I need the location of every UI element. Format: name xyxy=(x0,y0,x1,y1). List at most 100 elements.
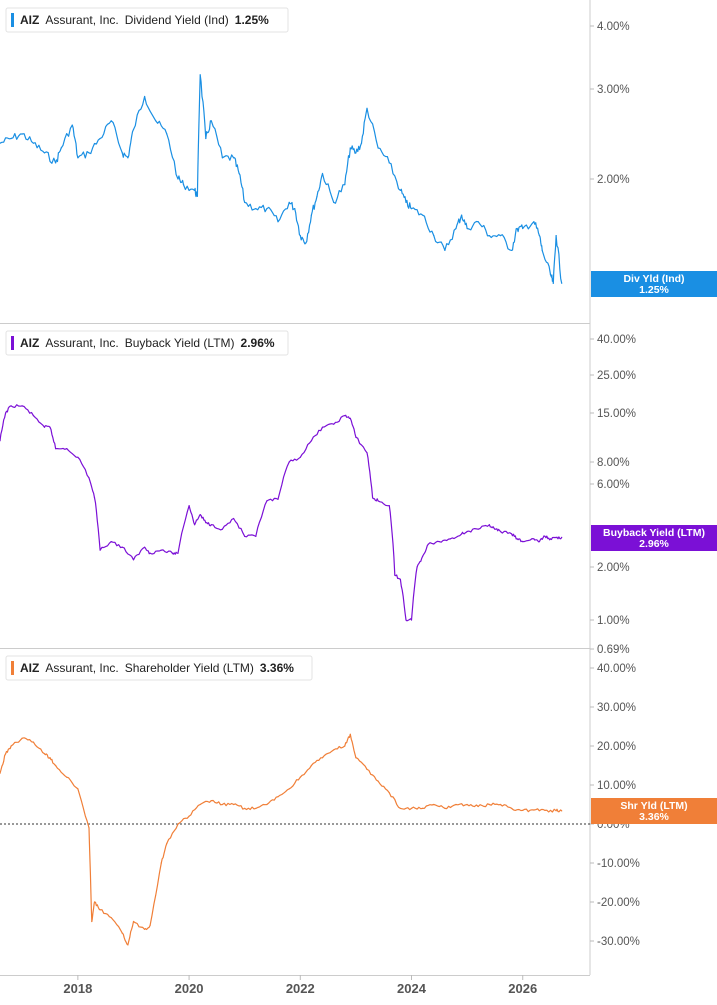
data-point xyxy=(511,807,513,810)
data-point xyxy=(461,533,463,535)
legend-ticker: AIZ xyxy=(20,661,39,675)
data-point xyxy=(399,189,401,191)
data-point xyxy=(522,541,524,543)
legend-value: 3.36% xyxy=(260,661,294,675)
data-point xyxy=(310,764,312,767)
data-point xyxy=(205,137,207,140)
data-point xyxy=(455,803,457,806)
data-point xyxy=(91,920,93,923)
y-tick-label: 3.00% xyxy=(597,84,630,96)
legend-metric: Shareholder Yield (LTM) xyxy=(125,661,254,675)
data-point xyxy=(277,498,279,500)
legend-label: AIZ Assurant, Inc. Shareholder Yield (LTM)… xyxy=(20,661,294,675)
data-point xyxy=(533,221,535,223)
buyback-yield-panel: 40.00% 25.00% 15.00% 8.00% 6.00% 2.00% 1.00% AI… xyxy=(0,330,717,656)
y-tick-label: 20.00% xyxy=(597,741,636,753)
data-point xyxy=(277,221,279,223)
data-point xyxy=(377,147,379,149)
data-point xyxy=(21,405,23,407)
data-point xyxy=(294,208,296,210)
data-point xyxy=(210,800,212,802)
data-point xyxy=(333,201,335,203)
data-point xyxy=(366,452,368,454)
data-point xyxy=(43,753,46,755)
data-point xyxy=(244,201,246,203)
data-point xyxy=(310,440,312,442)
data-point xyxy=(144,95,146,98)
data-point xyxy=(466,227,468,230)
data-point xyxy=(0,142,1,144)
data-point xyxy=(182,184,185,186)
y-tick-label: 40.00% xyxy=(597,663,636,675)
data-point xyxy=(210,120,212,122)
data-point xyxy=(321,426,324,428)
data-point xyxy=(377,780,379,782)
data-point xyxy=(199,803,201,806)
data-point xyxy=(466,803,468,806)
data-point xyxy=(288,461,290,463)
legend-box xyxy=(5,655,313,681)
data-point xyxy=(410,807,413,810)
data-point xyxy=(316,195,318,197)
data-point xyxy=(477,805,479,808)
legend-box xyxy=(5,7,289,33)
data-point xyxy=(160,549,162,551)
data-point xyxy=(43,426,46,428)
data-point xyxy=(21,737,23,739)
data-point xyxy=(199,514,201,516)
data-point xyxy=(555,810,557,812)
data-point xyxy=(388,505,390,507)
y-tick-label: 15.00% xyxy=(597,408,636,420)
data-point xyxy=(344,184,346,186)
data-point xyxy=(466,530,468,533)
data-point xyxy=(549,274,552,276)
data-point xyxy=(433,803,435,806)
data-point xyxy=(55,162,57,164)
data-point xyxy=(405,619,407,621)
data-point xyxy=(210,524,212,526)
legend-value: 1.25% xyxy=(235,13,269,27)
data-point xyxy=(333,749,335,751)
data-point xyxy=(177,552,179,554)
data-point xyxy=(171,552,173,554)
data-point xyxy=(55,448,57,450)
value-tag: Div Yld (Ind)1.25% xyxy=(591,271,717,297)
value-tag-label: Div Yld (Ind) xyxy=(623,273,684,285)
data-point xyxy=(561,536,563,539)
data-point xyxy=(188,815,190,817)
data-point xyxy=(194,524,196,526)
data-point xyxy=(416,566,418,568)
data-point xyxy=(194,189,196,191)
data-point xyxy=(88,827,90,829)
legend-box xyxy=(5,330,289,356)
y-tick-label: -10.00% xyxy=(597,858,640,870)
data-point xyxy=(60,147,62,149)
data-point xyxy=(127,157,129,159)
data-point xyxy=(266,500,268,502)
data-point xyxy=(177,178,179,180)
data-point xyxy=(538,541,541,543)
y-tick-label: 30.00% xyxy=(597,702,636,714)
data-point xyxy=(561,282,563,284)
data-point xyxy=(477,528,479,530)
legend-company: Assurant, Inc. xyxy=(45,336,118,350)
value-tag: Shr Yld (LTM)3.36% xyxy=(591,798,717,824)
y-tick-label: 1.00% xyxy=(597,615,630,627)
data-point xyxy=(277,796,279,798)
data-point xyxy=(299,235,301,237)
value-tag-value: 1.25% xyxy=(639,284,669,296)
value-tag-bg xyxy=(591,525,717,551)
data-point xyxy=(188,505,190,507)
data-point xyxy=(344,745,346,747)
series-legend: AIZ Assurant, Inc. Dividend Yield (Ind) 1.2… xyxy=(5,7,289,33)
data-point xyxy=(177,823,179,825)
data-point xyxy=(144,546,146,548)
data-point xyxy=(377,500,379,502)
data-point xyxy=(552,282,554,284)
data-point xyxy=(477,221,479,223)
data-point xyxy=(255,535,257,538)
data-point xyxy=(321,172,324,175)
data-point xyxy=(449,538,451,540)
data-point xyxy=(110,541,112,543)
data-point xyxy=(266,803,268,806)
